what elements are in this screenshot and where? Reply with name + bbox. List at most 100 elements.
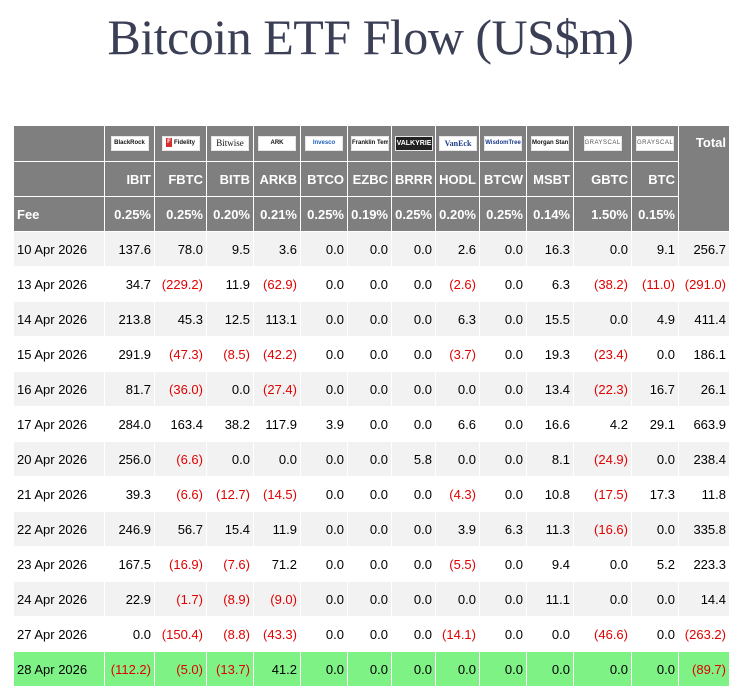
fee-cell: 0.20% xyxy=(435,196,480,232)
flow-cell: 4.9 xyxy=(631,301,679,337)
flow-cell: (6.6) xyxy=(154,441,207,477)
corner-cell xyxy=(13,125,105,162)
vaneck-logo: VanEck xyxy=(439,136,477,151)
total-cell: 11.8 xyxy=(678,476,730,512)
flow-cell: (6.6) xyxy=(154,476,207,512)
date-cell: 27 Apr 2026 xyxy=(13,616,105,652)
invesco-logo: Invesco xyxy=(305,136,343,151)
flow-cell: (43.3) xyxy=(253,616,301,652)
table-row: 24 Apr 2026 22.9 (1.7) (8.9) (9.0) 0.0 0.0 0.0 0… xyxy=(13,581,730,617)
flow-cell: 10.8 xyxy=(526,476,574,512)
flow-cell: (1.7) xyxy=(154,581,207,617)
flow-cell: 11.1 xyxy=(526,581,574,617)
flow-cell: 11.3 xyxy=(526,511,574,547)
flow-cell: 0.0 xyxy=(526,651,574,687)
table-row: 14 Apr 2026 213.8 45.3 12.5 113.1 0.0 0.0 0.0 6.… xyxy=(13,301,730,337)
flow-cell: (11.0) xyxy=(631,266,679,302)
table-row: 20 Apr 2026 256.0 (6.6) 0.0 0.0 0.0 0.0 5.8 0.0 0… xyxy=(13,441,730,477)
page-title: Bitcoin ETF Flow (US$m) xyxy=(107,9,634,65)
flow-cell: 0.0 xyxy=(479,371,527,407)
ticker-header: BTCW xyxy=(479,161,527,197)
flow-cell: 81.7 xyxy=(104,371,155,407)
table-row: 22 Apr 2026 246.9 56.7 15.4 11.9 0.0 0.0 0.0 3.9… xyxy=(13,511,730,547)
table-row: 15 Apr 2026 291.9 (47.3) (8.5) (42.2) 0.0 0.0 0… xyxy=(13,336,730,372)
flow-cell: 0.0 xyxy=(631,651,679,687)
flow-cell: 137.6 xyxy=(104,231,155,267)
flow-cell: (3.7) xyxy=(435,336,480,372)
flow-cell: 0.0 xyxy=(526,616,574,652)
flow-cell: 0.0 xyxy=(347,371,392,407)
flow-cell: 11.9 xyxy=(206,266,254,302)
ticker-header: BRRR xyxy=(391,161,436,197)
flow-cell: 246.9 xyxy=(104,511,155,547)
fee-cell: 0.19% xyxy=(347,196,392,232)
flow-cell: 0.0 xyxy=(300,581,348,617)
flow-cell: 0.0 xyxy=(391,616,436,652)
total-cell: (263.2) xyxy=(678,616,730,652)
flow-cell: 8.1 xyxy=(526,441,574,477)
flow-cell: 0.0 xyxy=(479,651,527,687)
flow-cell: 6.3 xyxy=(435,301,480,337)
flow-cell: 19.3 xyxy=(526,336,574,372)
fee-row: Fee 0.25% 0.25% 0.20% 0.21% 0.25% 0.19% 0.25% 0… xyxy=(13,196,730,232)
flow-cell: 0.0 xyxy=(347,336,392,372)
table-row: 17 Apr 2026 284.0 163.4 38.2 117.9 3.9 0.0 0.0 6… xyxy=(13,406,730,442)
flow-cell: 16.3 xyxy=(526,231,574,267)
ticker-header: FBTC xyxy=(154,161,207,197)
flow-cell: 0.0 xyxy=(573,581,632,617)
blackrock-logo: BlackRock xyxy=(110,136,149,151)
ticker-header: BTC xyxy=(631,161,679,197)
flow-cell: 256.0 xyxy=(104,441,155,477)
table-row-latest: 28 Apr 2026 (112.2) (5.0) (13.7) 41.2 0.0 0.0 0… xyxy=(13,651,730,687)
flow-cell: 6.3 xyxy=(479,511,527,547)
flow-cell: 22.9 xyxy=(104,581,155,617)
flow-cell: 0.0 xyxy=(479,616,527,652)
flow-cell: 0.0 xyxy=(300,441,348,477)
flow-cell: 163.4 xyxy=(154,406,207,442)
flow-cell: 3.9 xyxy=(435,511,480,547)
flow-cell: 0.0 xyxy=(347,441,392,477)
flow-cell: 0.0 xyxy=(573,231,632,267)
flow-cell: (46.6) xyxy=(573,616,632,652)
flow-cell: 29.1 xyxy=(631,406,679,442)
table-row: 21 Apr 2026 39.3 (6.6) (12.7) (14.5) 0.0 0.0 0.… xyxy=(13,476,730,512)
flow-cell: (7.6) xyxy=(206,546,254,582)
flow-cell: (16.6) xyxy=(573,511,632,547)
ticker-header: IBIT xyxy=(104,161,155,197)
issuer-logo-row: BlackRock F Fidelity Bitwise ARK Invesco … xyxy=(13,125,730,232)
flow-cell: 0.0 xyxy=(347,581,392,617)
flow-cell: 0.0 xyxy=(435,441,480,477)
flow-cell: 0.0 xyxy=(347,476,392,512)
flow-cell: 2.6 xyxy=(435,231,480,267)
flow-cell: (14.5) xyxy=(253,476,301,512)
fee-cell: 0.25% xyxy=(391,196,436,232)
flow-cell: 0.0 xyxy=(391,546,436,582)
flow-cell: 0.0 xyxy=(300,476,348,512)
flow-cell: (9.0) xyxy=(253,581,301,617)
flow-cell: 0.0 xyxy=(206,441,254,477)
flow-cell: 3.9 xyxy=(300,406,348,442)
flow-cell: 0.0 xyxy=(347,651,392,687)
total-column-header: Total xyxy=(678,125,730,232)
table-row: 27 Apr 2026 0.0 (150.4) (8.8) (43.3) 0.0 0.0 0.… xyxy=(13,616,730,652)
total-cell: 663.9 xyxy=(678,406,730,442)
ticker-header: MSBT xyxy=(526,161,574,197)
flow-cell: 5.2 xyxy=(631,546,679,582)
flow-cell: (17.5) xyxy=(573,476,632,512)
fee-cell: 0.25% xyxy=(479,196,527,232)
flow-cell: 39.3 xyxy=(104,476,155,512)
date-cell: 14 Apr 2026 xyxy=(13,301,105,337)
flow-cell: 0.0 xyxy=(391,581,436,617)
flow-cell: 284.0 xyxy=(104,406,155,442)
date-cell: 28 Apr 2026 xyxy=(13,651,105,687)
flow-cell: 0.0 xyxy=(300,616,348,652)
flow-cell: 71.2 xyxy=(253,546,301,582)
date-cell: 13 Apr 2026 xyxy=(13,266,105,302)
flow-cell: 0.0 xyxy=(573,301,632,337)
flow-cell: (112.2) xyxy=(104,651,155,687)
ticker-header: EZBC xyxy=(347,161,392,197)
bitwise-logo: Bitwise xyxy=(211,136,249,151)
flow-cell: (24.9) xyxy=(573,441,632,477)
total-cell: 14.4 xyxy=(678,581,730,617)
total-cell: 411.4 xyxy=(678,301,730,337)
